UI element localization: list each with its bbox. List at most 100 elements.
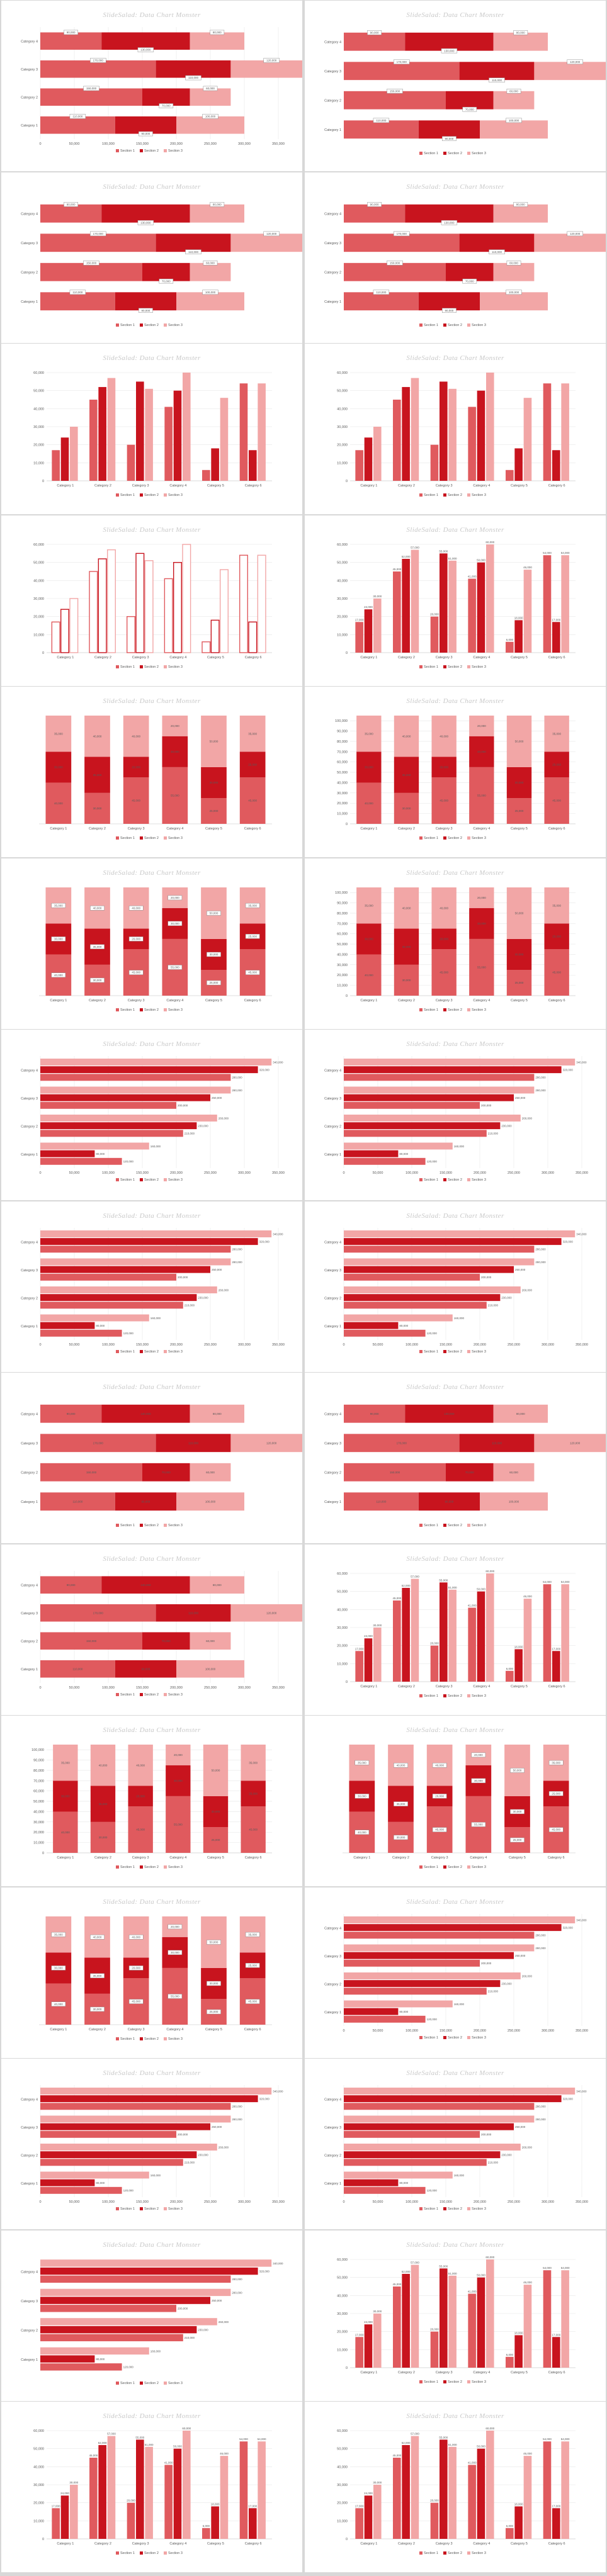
chart-slide[interactable]: SlideSalad: Data Chart Monster 0 50,000 100… bbox=[1, 1030, 302, 1200]
chart-slide[interactable]: SlideSalad: Data Chart Monster Category 1… bbox=[305, 1716, 606, 1886]
data-label-box bbox=[548, 1791, 564, 1796]
chart-slide[interactable]: SlideSalad: Data Chart Monster Category 1… bbox=[305, 172, 606, 343]
data-label: 18,000 bbox=[514, 2502, 523, 2506]
chart-slide[interactable]: SlideSalad: Data Chart Monster 0 10,000 20,… bbox=[1, 515, 302, 686]
bar-segment bbox=[40, 1660, 115, 1678]
category-label: Category 2 bbox=[94, 1856, 111, 1860]
bar-segment bbox=[506, 767, 532, 799]
chart-slide[interactable]: SlideSalad: Data Chart Monster 0 10,000 20,… bbox=[305, 515, 606, 686]
chart-slide[interactable]: SlideSalad: Data Chart Monster Category 1… bbox=[1, 687, 302, 857]
chart-slide[interactable]: SlideSalad: Data Chart Monster 0 50,000 100… bbox=[1, 1544, 302, 1715]
chart-slide[interactable]: SlideSalad: Data Chart Monster Category 1… bbox=[305, 1, 606, 171]
bar-segment bbox=[344, 233, 460, 252]
x-tick-label: 0 bbox=[343, 2200, 344, 2204]
chart-slide[interactable]: SlideSalad: Data Chart Monster Category 1… bbox=[1, 858, 302, 1029]
chart-slide[interactable]: SlideSalad: Data Chart Monster Category 1… bbox=[1, 2230, 302, 2401]
chart-slide[interactable]: SlideSalad: Data Chart Monster 0 10,000 20,… bbox=[1, 344, 302, 514]
bar bbox=[182, 373, 191, 481]
data-label: 260,000 bbox=[218, 2146, 229, 2149]
bar bbox=[344, 2151, 501, 2159]
bar bbox=[40, 1237, 258, 1245]
data-label: 45,000 bbox=[136, 1828, 145, 1831]
data-label-box bbox=[462, 106, 477, 112]
chart-slide[interactable]: SlideSalad: Data Chart Monster 0 10,000 20,… bbox=[305, 2230, 606, 2401]
bar-segment bbox=[356, 751, 382, 783]
bar-segment bbox=[201, 716, 227, 767]
legend-label: Section 3 bbox=[168, 2037, 183, 2041]
legend-swatch bbox=[164, 149, 167, 152]
chart-slide[interactable]: SlideSalad: Data Chart Monster 0 10,000 20,… bbox=[305, 858, 606, 1029]
bar bbox=[40, 2326, 197, 2333]
category-label: Category 3 bbox=[324, 241, 341, 245]
bar-segment bbox=[201, 798, 227, 824]
legend-label: Section 1 bbox=[120, 2037, 135, 2041]
data-label-box bbox=[245, 1962, 260, 1968]
category-label: Category 3 bbox=[436, 1685, 453, 1689]
data-label: 35,000 bbox=[552, 732, 561, 735]
legend-swatch bbox=[140, 1349, 143, 1353]
bar bbox=[344, 1923, 562, 1931]
data-label-box bbox=[367, 30, 382, 35]
legend-swatch bbox=[116, 323, 119, 327]
data-label: 46,000 bbox=[220, 2452, 229, 2455]
x-tick-label: 50,000 bbox=[69, 2200, 80, 2204]
data-label: 25,000 bbox=[210, 2010, 218, 2013]
slide-title: SlideSalad: Data Chart Monster bbox=[103, 1040, 201, 1048]
bar bbox=[89, 570, 98, 653]
category-label: Category 4 bbox=[473, 2542, 490, 2546]
chart-slide[interactable]: SlideSalad: Data Chart Monster 0 10,000 20,… bbox=[1, 1716, 302, 1886]
category-label: Category 3 bbox=[436, 2542, 453, 2546]
data-label: 120,000 bbox=[123, 1332, 134, 1335]
chart-slide[interactable]: SlideSalad: Data Chart Monster Category 1… bbox=[1, 1887, 302, 2058]
legend-swatch bbox=[467, 1008, 470, 1011]
category-label: Category 2 bbox=[21, 271, 38, 274]
bar bbox=[40, 1142, 149, 1150]
category-label: Category 2 bbox=[324, 2154, 341, 2157]
bar-segment bbox=[506, 887, 532, 939]
chart-slide[interactable]: SlideSalad: Data Chart Monster 0 10,000 20,… bbox=[305, 344, 606, 514]
category-label: Category 5 bbox=[511, 656, 528, 660]
chart-slide[interactable]: SlideSalad: Data Chart Monster 0 10,000 20,… bbox=[305, 2402, 606, 2572]
legend-label: Section 2 bbox=[144, 836, 159, 840]
data-label: 55,000 bbox=[439, 2436, 448, 2439]
chart-slide[interactable]: SlideSalad: Data Chart Monster 0 50,000 100… bbox=[1, 2059, 302, 2229]
category-label: Category 1 bbox=[324, 1500, 341, 1504]
category-label: Category 1 bbox=[360, 2371, 377, 2375]
chart-slide[interactable]: SlideSalad: Data Chart Monster 0 10,000 20,… bbox=[305, 1544, 606, 1715]
chart-slide[interactable]: SlideSalad: Data Chart Monster Category 1… bbox=[305, 1373, 606, 1543]
data-label: 60,000 bbox=[509, 1471, 518, 1474]
chart-slide[interactable]: SlideSalad: Data Chart Monster 0 50,000 100… bbox=[305, 1201, 606, 1372]
chart-slide[interactable]: SlideSalad: Data Chart Monster Category 1… bbox=[1, 172, 302, 343]
data-label: 52,000 bbox=[402, 1583, 411, 1587]
data-label-box bbox=[159, 278, 174, 283]
legend-swatch bbox=[164, 1865, 167, 1869]
data-label-box bbox=[367, 201, 382, 207]
chart-slide[interactable]: SlideSalad: Data Chart Monster 0 50,000 100… bbox=[1, 1201, 302, 1372]
x-tick-label: 50,000 bbox=[69, 1171, 80, 1175]
slide-title: SlideSalad: Data Chart Monster bbox=[103, 2241, 201, 2249]
chart-slide[interactable]: SlideSalad: Data Chart Monster 0 50,000 100… bbox=[305, 1887, 606, 2058]
chart-slide[interactable]: SlideSalad: Data Chart Monster 0 50,000 100… bbox=[305, 1030, 606, 1200]
data-label: 55,000 bbox=[174, 1823, 183, 1826]
y-tick-label: 40,000 bbox=[33, 579, 44, 583]
category-label: Category 3 bbox=[436, 999, 453, 1003]
slide-title: SlideSalad: Data Chart Monster bbox=[103, 1898, 201, 1906]
category-label: Category 2 bbox=[21, 1296, 38, 1300]
legend-label: Section 3 bbox=[168, 149, 183, 153]
chart-slide[interactable]: SlideSalad: Data Chart Monster 0 10,000 20,… bbox=[1, 2402, 302, 2572]
chart-slide[interactable]: SlideSalad: Data Chart Monster 0 50,000 100… bbox=[1, 1, 302, 171]
bar bbox=[561, 2441, 569, 2539]
chart-slide[interactable]: SlideSalad: Data Chart Monster 0 10,000 20,… bbox=[305, 687, 606, 857]
data-label: 20,000 bbox=[430, 2327, 439, 2331]
chart-slide[interactable]: SlideSalad: Data Chart Monster 0 50,000 100… bbox=[305, 2059, 606, 2229]
data-label: 130,000 bbox=[444, 221, 455, 224]
bar bbox=[98, 2444, 106, 2539]
data-label: 70,000 bbox=[162, 1471, 171, 1474]
data-label: 250,000 bbox=[212, 1268, 222, 1271]
data-label-box bbox=[202, 114, 218, 119]
bar bbox=[40, 1273, 176, 1281]
data-label: 30,000 bbox=[171, 750, 179, 753]
bar bbox=[40, 2095, 258, 2103]
legend-label: Section 2 bbox=[448, 493, 462, 497]
chart-slide[interactable]: SlideSalad: Data Chart Monster Category 1… bbox=[1, 1373, 302, 1543]
